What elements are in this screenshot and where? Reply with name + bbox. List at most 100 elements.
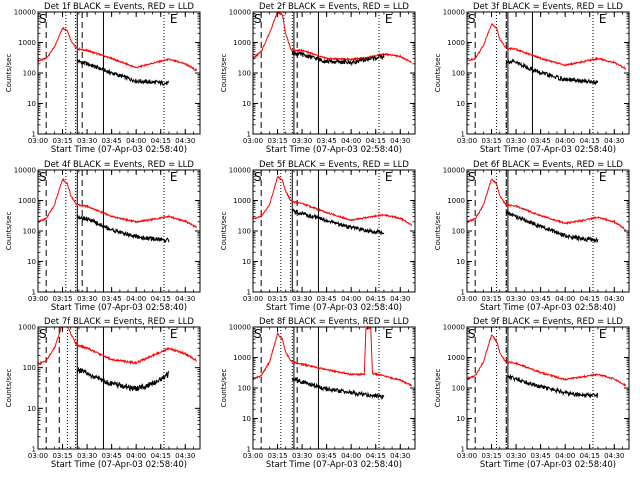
x-axis-label: Start Time (07-Apr-03 02:58:40) xyxy=(51,303,187,313)
y-tick-label: 1000 xyxy=(233,197,251,205)
x-tick-label: 04:00 xyxy=(555,137,575,145)
region-label: E xyxy=(385,327,393,341)
y-tick-label: 1 xyxy=(461,446,465,454)
lld-rate-line xyxy=(252,326,412,387)
region-label: E xyxy=(599,12,607,26)
plot-frame xyxy=(37,169,201,293)
x-tick-label: 04:15 xyxy=(580,452,600,460)
y-axis-label: Counts/sec xyxy=(5,212,13,251)
region-label: S xyxy=(39,170,47,184)
event-rate-line xyxy=(505,373,599,399)
x-tick-label: 04:15 xyxy=(580,137,600,145)
x-tick-label: 03:30 xyxy=(506,137,526,145)
panel-title: Det 5f BLACK = Events, RED = LLD xyxy=(259,160,409,170)
y-tick-label: 100 xyxy=(452,70,465,78)
region-label: S xyxy=(39,12,47,26)
x-axis-label: Start Time (07-Apr-03 02:58:40) xyxy=(266,303,402,313)
x-tick-label: 04:30 xyxy=(604,137,624,145)
y-tick-label: 1 xyxy=(247,131,251,139)
x-tick-label: 03:30 xyxy=(292,295,312,303)
panel-title: Det 6f BLACK = Events, RED = LLD xyxy=(473,160,623,170)
event-rate-line xyxy=(76,367,170,392)
y-tick-label: 1 xyxy=(247,446,251,454)
y-tick-label: 10000 xyxy=(14,167,36,175)
plot-frame xyxy=(252,11,416,135)
x-tick-label: 03:30 xyxy=(77,137,97,145)
y-axis-label: Counts/sec xyxy=(434,54,442,93)
y-tick-label: 10 xyxy=(456,258,465,266)
y-tick-label: 10 xyxy=(27,100,36,108)
y-axis-label: Counts/sec xyxy=(434,369,442,408)
plot-frame xyxy=(252,326,416,450)
x-tick-label: 04:00 xyxy=(555,452,575,460)
y-tick-label: 10 xyxy=(456,100,465,108)
y-tick-label: 10 xyxy=(242,100,251,108)
x-tick-label: 04:15 xyxy=(366,452,386,460)
x-tick-label: 04:00 xyxy=(126,137,146,145)
region-label: S xyxy=(254,12,262,26)
x-tick-label: 04:30 xyxy=(390,137,410,145)
x-tick-label: 03:00 xyxy=(28,137,48,145)
x-tick-label: 03:00 xyxy=(243,137,263,145)
y-tick-label: 1000 xyxy=(18,324,36,332)
panel-title: Det 2f BLACK = Events, RED = LLD xyxy=(259,2,409,12)
y-tick-label: 1 xyxy=(32,446,36,454)
x-tick-label: 04:00 xyxy=(341,295,361,303)
x-tick-label: 03:00 xyxy=(28,295,48,303)
plot-frame xyxy=(37,11,201,135)
y-axis-label: Counts/sec xyxy=(220,54,228,93)
y-axis-label: Counts/sec xyxy=(5,369,13,408)
lld-rate-line xyxy=(252,175,412,227)
region-label: E xyxy=(599,170,607,184)
panel-title: Det 9f BLACK = Events, RED = LLD xyxy=(473,317,623,327)
x-tick-label: 04:15 xyxy=(580,295,600,303)
y-tick-label: 1 xyxy=(247,289,251,297)
y-tick-label: 1000 xyxy=(447,39,465,47)
y-tick-label: 100 xyxy=(238,385,251,393)
lld-rate-line xyxy=(466,334,627,387)
x-tick-label: 03:45 xyxy=(102,137,122,145)
y-tick-label: 10 xyxy=(242,258,251,266)
x-tick-label: 03:30 xyxy=(292,137,312,145)
x-axis-label: Start Time (07-Apr-03 02:58:40) xyxy=(51,460,187,470)
lld-rate-line xyxy=(37,26,198,72)
y-tick-label: 1000 xyxy=(447,354,465,362)
x-tick-label: 03:00 xyxy=(243,452,263,460)
x-tick-label: 04:15 xyxy=(151,137,171,145)
y-tick-label: 10 xyxy=(242,415,251,423)
lld-rate-line xyxy=(466,22,627,70)
x-tick-label: 03:00 xyxy=(457,452,477,460)
x-tick-label: 03:15 xyxy=(52,452,72,460)
x-tick-label: 03:00 xyxy=(243,295,263,303)
event-rate-line xyxy=(291,376,385,400)
x-tick-label: 04:15 xyxy=(151,452,171,460)
region-label: E xyxy=(385,12,393,26)
x-tick-label: 04:00 xyxy=(341,452,361,460)
x-tick-label: 03:45 xyxy=(531,137,551,145)
x-tick-label: 03:30 xyxy=(77,295,97,303)
panel-title: Det 3f BLACK = Events, RED = LLD xyxy=(473,2,623,12)
x-tick-label: 04:30 xyxy=(604,452,624,460)
y-tick-label: 10000 xyxy=(14,9,36,17)
y-tick-label: 1 xyxy=(32,289,36,297)
panel-title: Det 8f BLACK = Events, RED = LLD xyxy=(259,317,409,327)
y-tick-label: 100 xyxy=(23,364,36,372)
y-tick-label: 100 xyxy=(23,70,36,78)
y-tick-label: 100 xyxy=(452,385,465,393)
y-tick-label: 1000 xyxy=(233,39,251,47)
event-rate-line xyxy=(76,214,170,244)
event-rate-line xyxy=(505,209,599,244)
y-tick-label: 10000 xyxy=(229,9,251,17)
x-tick-label: 04:30 xyxy=(175,295,195,303)
x-tick-label: 04:30 xyxy=(390,452,410,460)
x-tick-label: 04:15 xyxy=(366,295,386,303)
x-tick-label: 04:30 xyxy=(175,452,195,460)
lld-rate-line xyxy=(466,178,626,231)
y-axis-label: Counts/sec xyxy=(220,212,228,251)
y-tick-label: 1 xyxy=(461,289,465,297)
